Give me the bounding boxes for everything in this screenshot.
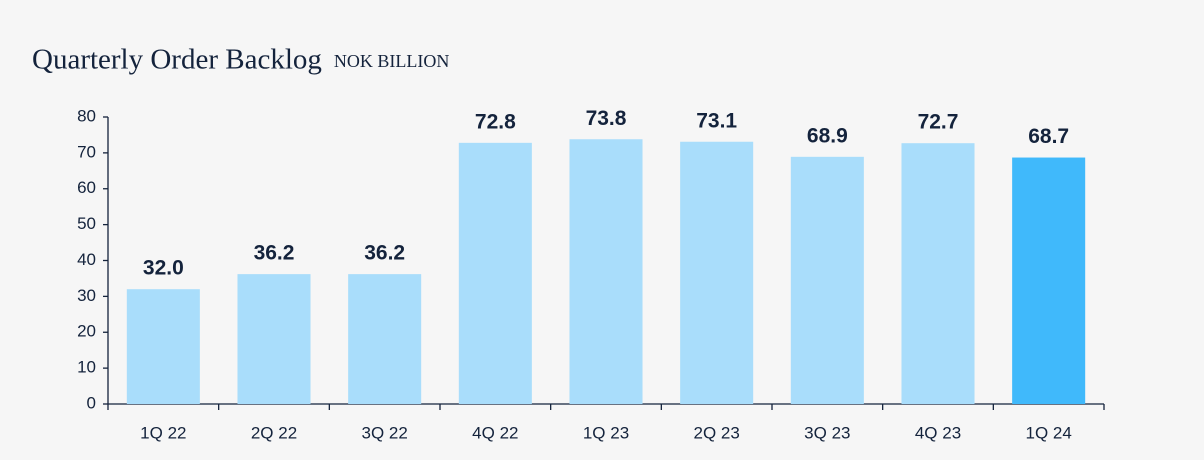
y-tick-label: 50 <box>77 214 96 233</box>
chart-title: Quarterly Order Backlog <box>32 44 322 76</box>
x-tick-label: 3Q 22 <box>362 423 408 442</box>
x-tick-label: 4Q 22 <box>472 423 518 442</box>
y-tick-label: 10 <box>77 358 96 377</box>
value-label: 72.8 <box>475 110 516 133</box>
value-label: 72.7 <box>918 111 959 134</box>
bar <box>901 143 975 404</box>
bar <box>680 141 754 404</box>
x-tick-label: 1Q 22 <box>140 423 186 442</box>
x-tick-label: 4Q 23 <box>915 423 961 442</box>
x-tick-label: 1Q 24 <box>1026 423 1072 442</box>
y-tick-label: 30 <box>77 286 96 305</box>
bar <box>1012 157 1086 404</box>
y-tick-label: 60 <box>77 178 96 197</box>
value-label: 73.8 <box>586 107 627 130</box>
y-tick-label: 80 <box>77 106 96 125</box>
chart-subtitle: NOK BILLION <box>334 51 449 71</box>
bar <box>237 274 311 404</box>
y-tick-label: 0 <box>87 393 96 412</box>
y-tick-label: 70 <box>77 142 96 161</box>
value-label: 73.1 <box>696 109 737 132</box>
value-label: 32.0 <box>143 257 184 280</box>
x-tick-label: 3Q 23 <box>804 423 850 442</box>
x-tick-label: 2Q 22 <box>251 423 297 442</box>
value-label: 36.2 <box>254 242 295 265</box>
value-label: 68.7 <box>1028 125 1069 148</box>
bar <box>348 274 422 404</box>
y-tick-label: 40 <box>77 250 96 269</box>
x-tick-label: 2Q 23 <box>694 423 740 442</box>
bar <box>458 142 532 404</box>
bar <box>790 156 864 404</box>
value-label: 36.2 <box>364 242 405 265</box>
bar <box>126 289 200 404</box>
y-tick-label: 20 <box>77 322 96 341</box>
bar <box>569 139 643 404</box>
value-label: 68.9 <box>807 124 848 147</box>
x-tick-label: 1Q 23 <box>583 423 629 442</box>
